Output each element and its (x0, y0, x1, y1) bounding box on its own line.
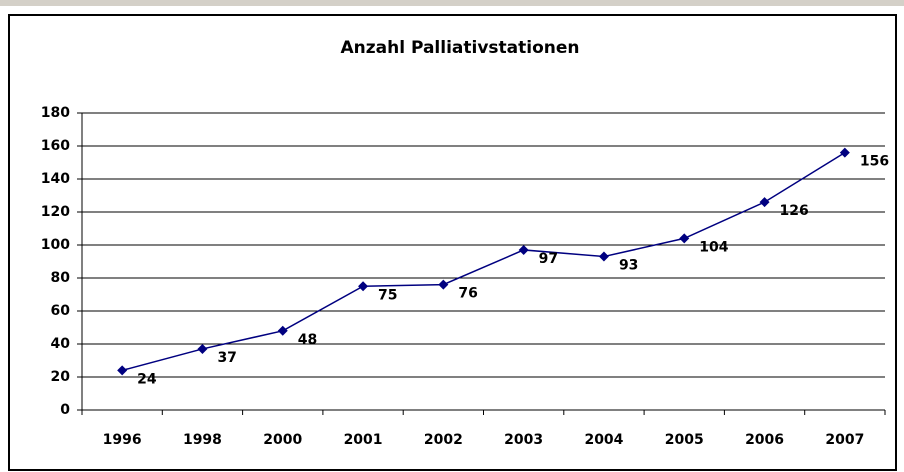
data-point (839, 147, 850, 158)
data-label: 126 (780, 203, 809, 219)
data-point (438, 279, 449, 290)
y-tick-label: 180 (41, 105, 70, 121)
chart-frame (8, 14, 897, 471)
data-label: 156 (860, 154, 889, 170)
x-tick-label: 2000 (263, 432, 302, 448)
data-label: 93 (619, 258, 638, 274)
x-tick-label: 2002 (424, 432, 463, 448)
top-band (0, 0, 904, 6)
x-tick-label: 2005 (665, 432, 704, 448)
data-point (598, 251, 609, 262)
data-label: 97 (539, 251, 558, 267)
x-tick-label: 2006 (745, 432, 784, 448)
data-point (518, 244, 529, 255)
y-tick-label: 160 (41, 138, 70, 154)
series-line (121, 151, 846, 372)
x-tick-label: 1996 (103, 432, 142, 448)
data-label: 75 (378, 287, 397, 303)
y-tick-label: 120 (41, 204, 70, 220)
y-tick-label: 100 (41, 237, 70, 253)
data-point (358, 281, 369, 292)
data-point (277, 325, 288, 336)
data-label: 76 (458, 286, 477, 302)
x-tick-label: 1998 (183, 432, 222, 448)
data-point (197, 343, 208, 354)
x-tick-label: 2004 (584, 432, 623, 448)
data-point (759, 197, 770, 208)
data-point (679, 233, 690, 244)
data-label: 24 (137, 371, 157, 387)
x-tick-label: 2007 (825, 432, 864, 448)
y-tick-label: 60 (51, 303, 71, 319)
y-tick-label: 40 (51, 336, 71, 352)
y-tick-label: 80 (51, 270, 71, 286)
chart-title: Anzahl Palliativstationen (340, 38, 579, 58)
y-tick-label: 0 (60, 402, 70, 418)
x-tick-label: 2001 (344, 432, 383, 448)
x-tick-label: 2003 (504, 432, 543, 448)
data-label: 37 (217, 350, 236, 366)
data-point (117, 365, 128, 376)
data-label: 48 (298, 332, 317, 348)
y-tick-label: 140 (41, 171, 70, 187)
y-tick-label: 20 (51, 369, 71, 385)
data-label: 104 (699, 239, 728, 255)
